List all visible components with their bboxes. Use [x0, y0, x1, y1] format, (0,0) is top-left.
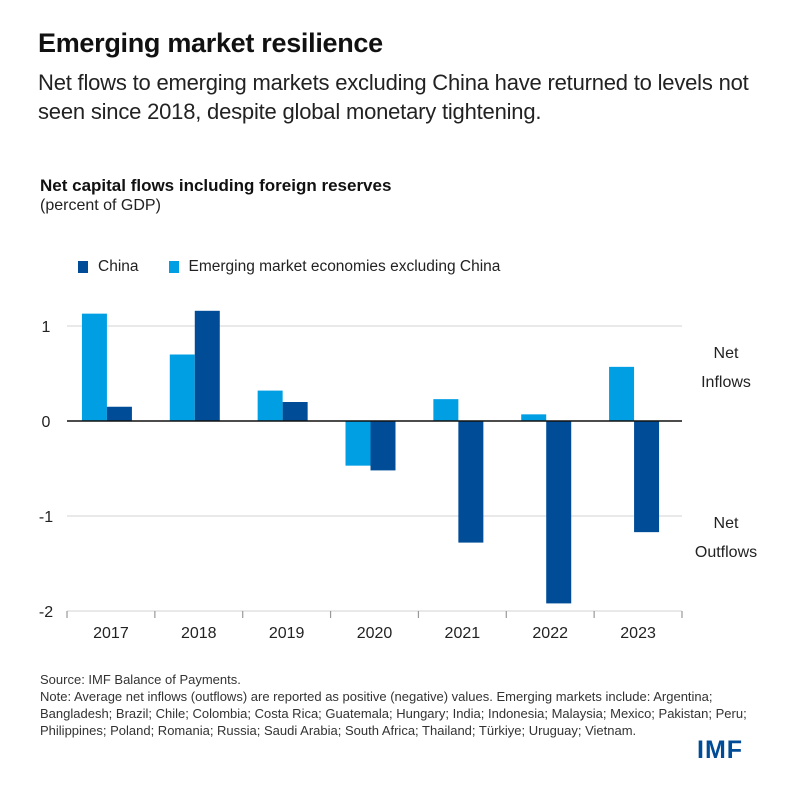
bar-china	[194, 310, 220, 421]
bar-em-ex-china	[609, 366, 635, 421]
x-tick-label: 2018	[181, 625, 217, 642]
bar-em-ex-china	[81, 313, 107, 421]
bar-china	[370, 421, 396, 471]
bar-china	[458, 421, 484, 543]
y-tick-label: 0	[42, 414, 51, 431]
page-subtitle: Net flows to emerging markets excluding …	[38, 70, 749, 124]
bar-em-ex-china	[433, 399, 459, 421]
axis-labels: 1 0 -1 -2 2017 2018 2019 2020 2021 2022 2023	[39, 319, 656, 642]
bar-em-ex-china	[521, 414, 547, 421]
page-title: Emerging market resilience	[38, 28, 383, 58]
chart-unit: (percent of GDP)	[40, 197, 161, 214]
y-tick-label: -2	[39, 604, 53, 621]
legend-swatch-china	[78, 261, 88, 273]
legend-label-em: Emerging market economies excluding Chin…	[188, 258, 501, 275]
chart-title: Net capital flows including foreign rese…	[40, 176, 392, 195]
source-text: Source: IMF Balance of Payments.	[40, 672, 241, 687]
x-tick-label: 2023	[620, 625, 656, 642]
bar-em-ex-china	[345, 421, 371, 466]
bar-em-ex-china	[169, 354, 195, 421]
bar-china	[546, 421, 572, 604]
x-tick-label: 2021	[445, 625, 481, 642]
bars	[81, 310, 660, 604]
annotation-net-outflows: Net	[714, 515, 739, 532]
note-text: Note: Average net inflows (outflows) are…	[40, 689, 747, 738]
bar-em-ex-china	[257, 390, 283, 421]
legend-item-em: Emerging market economies excluding Chin…	[168, 258, 501, 276]
legend: China Emerging market economies excludin…	[78, 258, 530, 276]
legend-item-china: China	[78, 258, 139, 276]
axes	[66, 420, 683, 618]
x-tick-label: 2019	[269, 625, 305, 642]
bar-china	[106, 406, 132, 421]
y-tick-label: 1	[42, 319, 51, 336]
annotation-net-inflows: Net	[714, 345, 739, 362]
source-note: Source: IMF Balance of Payments. Note: A…	[40, 671, 760, 739]
legend-swatch-em	[168, 261, 179, 273]
annotation-net-inflows: Inflows	[701, 374, 751, 391]
y-tick-label: -1	[39, 509, 53, 526]
x-tick-label: 2017	[93, 625, 129, 642]
annotation-net-outflows: Outflows	[695, 544, 757, 561]
x-tick-label: 2022	[532, 625, 568, 642]
gridlines	[67, 325, 682, 612]
x-tick-label: 2020	[357, 625, 393, 642]
annotations: Net Inflows Net Outflows	[695, 345, 757, 561]
legend-label-china: China	[98, 258, 139, 275]
imf-logo: IMF	[697, 736, 744, 764]
bar-china	[282, 402, 308, 421]
bar-china	[634, 421, 660, 533]
